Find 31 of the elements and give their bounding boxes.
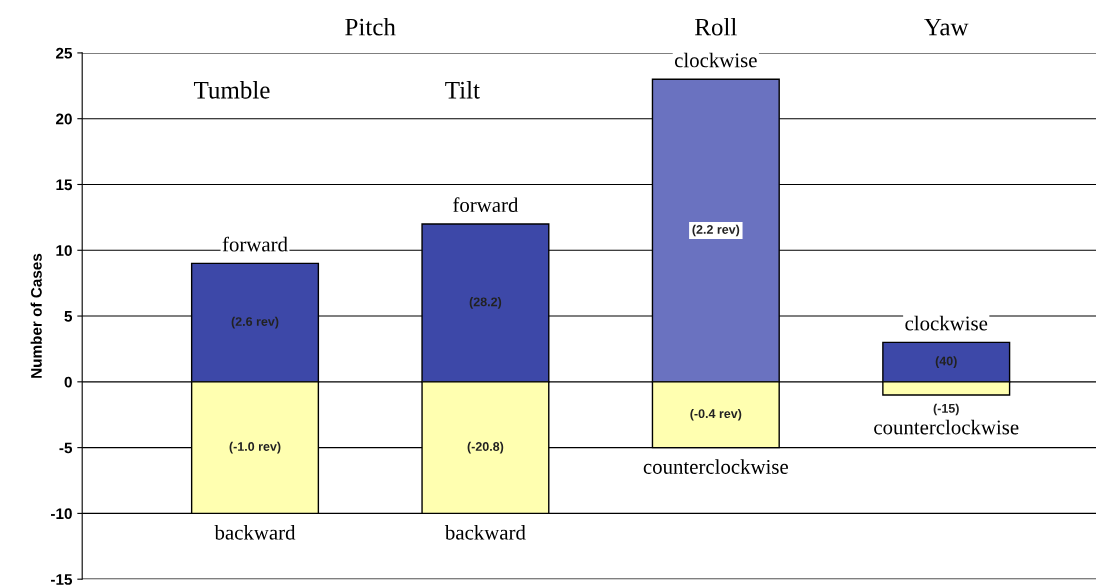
- annotation: (-15): [933, 403, 959, 416]
- annotation: backward: [214, 525, 296, 540]
- y-tick-label: 20: [56, 113, 72, 125]
- x-tick-label: Yaw: [924, 18, 969, 36]
- x-tick-label: Tumble: [193, 81, 270, 99]
- annotation: (2.2 rev): [692, 224, 740, 237]
- annotation: forward: [222, 236, 288, 252]
- annotation: clockwise: [674, 52, 757, 68]
- text: Pitch: [345, 17, 396, 36]
- y-tick-label: 10: [56, 245, 72, 256]
- y-tick-label: -15: [51, 574, 73, 585]
- x-tick-label: Tilt: [445, 81, 480, 99]
- annotation: clockwise: [905, 315, 988, 331]
- annotation: (-0.4 rev): [690, 408, 742, 421]
- annotation: (40): [935, 356, 957, 368]
- y-tick-label: 25: [56, 47, 73, 59]
- annotation: forward: [453, 197, 519, 213]
- annotation: (-1.0 rev): [229, 441, 281, 454]
- y-axis-title: Number of Cases: [30, 253, 42, 378]
- y-tick-label: -10: [51, 508, 72, 520]
- annotation: (28.2): [469, 297, 502, 309]
- y-tick-label: 5: [64, 311, 73, 322]
- y-tick-label: 15: [56, 179, 73, 191]
- annotation: backward: [444, 525, 526, 540]
- annotation: (-20.8): [467, 441, 504, 454]
- annotation: counterclockwise: [874, 419, 1019, 435]
- y-tick-label: -5: [59, 442, 73, 454]
- y-tick-label: 0: [64, 376, 72, 388]
- annotation: (2.6 rev): [231, 316, 279, 329]
- annotation: counterclockwise: [643, 459, 788, 474]
- x-tick-label: Roll: [695, 17, 737, 36]
